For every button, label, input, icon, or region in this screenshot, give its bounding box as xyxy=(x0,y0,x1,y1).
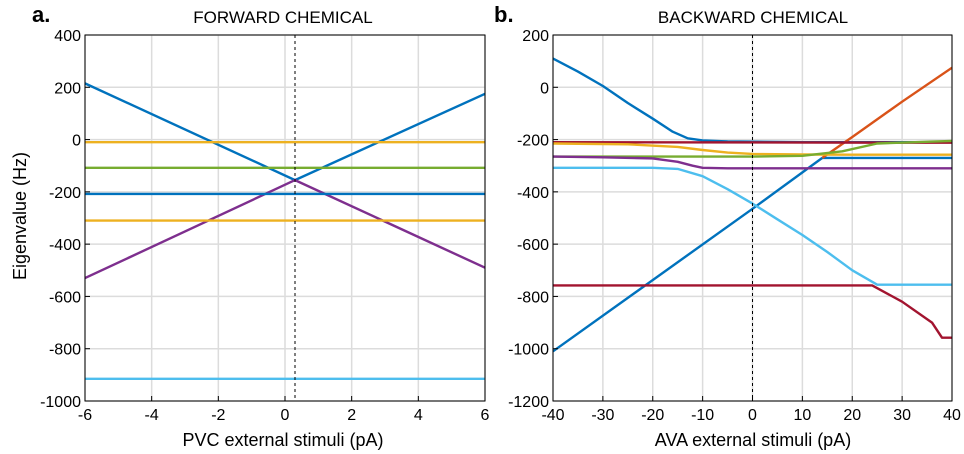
panel-b-y-tick-label: -1000 xyxy=(508,342,549,359)
panel-a-y-tick-label: 400 xyxy=(54,28,81,45)
panel-a-y-tick-label: 200 xyxy=(54,80,81,97)
panel-b-x-tick-label: 10 xyxy=(793,407,811,424)
panel-b-title: BACKWARD CHEMICAL xyxy=(658,8,848,27)
panel-a-x-tick-label: -4 xyxy=(145,407,159,424)
panel-a-x-tick-label: 6 xyxy=(481,407,490,424)
panel-b-series-line-2 xyxy=(553,156,824,353)
panel-b-y-tick-label: -600 xyxy=(517,237,549,254)
panel-b-label: b. xyxy=(494,2,514,27)
panel-a-y-tick-label: -800 xyxy=(49,342,81,359)
panel-a-y-tick-label: -600 xyxy=(49,289,81,306)
panel-a-x-tick-label: -6 xyxy=(78,407,92,424)
panel-b-x-tick-label: 40 xyxy=(943,407,961,424)
panel-a-y-tick-label: -1000 xyxy=(40,394,81,411)
panel-b-x-tick-label: -10 xyxy=(691,407,714,424)
panel-b-y-tick-label: 0 xyxy=(540,80,549,97)
panel-b-series-line-4 xyxy=(821,66,952,159)
panel-b-x-axis-label: AVA external stimuli (pA) xyxy=(655,430,851,450)
panel-b-backward-chemical: b. BACKWARD CHEMICAL AVA external stimul… xyxy=(494,2,961,450)
panel-a-x-axis-label: PVC external stimuli (pA) xyxy=(182,430,383,450)
panel-a-y-tick-label: -400 xyxy=(49,237,81,254)
panel-b-x-tick-label: -40 xyxy=(541,407,564,424)
panel-a-y-tick-label: 0 xyxy=(72,133,81,150)
panel-b-x-tick-label: 0 xyxy=(748,407,757,424)
panel-a-label: a. xyxy=(32,2,50,27)
panel-a-y-tick-label: -200 xyxy=(49,185,81,202)
panel-b-series-line-9 xyxy=(553,166,952,286)
panel-b-x-tick-label: 30 xyxy=(893,407,911,424)
panel-a-x-tick-label: 0 xyxy=(281,407,290,424)
panel-b-y-tick-label: -800 xyxy=(517,289,549,306)
panel-b-series-line-6 xyxy=(553,142,952,156)
panel-b-x-tick-label: -20 xyxy=(641,407,664,424)
panel-a-forward-chemical: a. FORWARD CHEMICAL PVC external stimuli… xyxy=(10,2,490,450)
panel-b-x-tick-label: -30 xyxy=(591,407,614,424)
panel-a-title: FORWARD CHEMICAL xyxy=(193,8,372,27)
panel-b-series-line-8 xyxy=(553,155,952,170)
panel-b-x-tick-label: 20 xyxy=(843,407,861,424)
y-axis-label: Eigenvalue (Hz) xyxy=(10,152,30,280)
panel-a-x-tick-label: 4 xyxy=(414,407,423,424)
panel-b-y-tick-label: -200 xyxy=(517,133,549,150)
panel-b-series-line-10 xyxy=(553,284,952,339)
panel-a-x-tick-label: -2 xyxy=(211,407,225,424)
panel-a-x-tick-label: 2 xyxy=(347,407,356,424)
panel-b-y-tick-label: -1200 xyxy=(508,394,549,411)
panel-b-y-tick-label: 200 xyxy=(522,28,549,45)
panel-b-y-tick-label: -400 xyxy=(517,185,549,202)
